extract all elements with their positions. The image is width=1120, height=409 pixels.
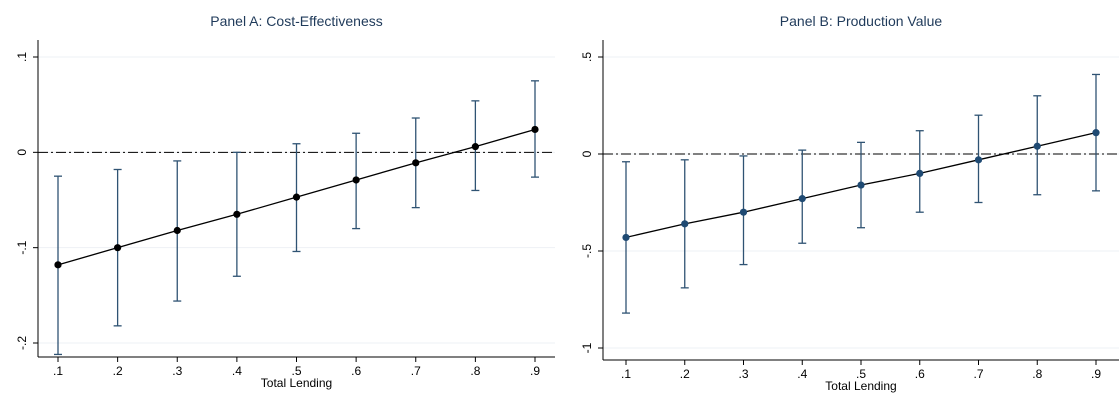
panel-a-data-point <box>54 261 62 269</box>
panel-a-y-tick-label: 0 <box>15 149 29 156</box>
panel-a-x-tick-label: .3 <box>172 364 182 378</box>
panel-b-chart: -1 -.5 0 .5 .1 .2 .3 .4 .5 .6 .7 .8 .9 Total Lending P… <box>580 13 1119 393</box>
panel-b-x-tick-label: .7 <box>973 367 983 381</box>
panel-a-data-point <box>352 176 360 184</box>
panel-a-data-point <box>471 143 479 151</box>
panel-a: -.2 -.1 0 .1 .1 .2 .3 .4 .5 .6 .7 .8 .9 Total Lending… <box>15 13 555 390</box>
panel-b-data-point <box>974 156 983 164</box>
panel-b-y-tick-label: 0 <box>580 150 594 157</box>
panel-a-title: Panel A: Cost-Effectiveness <box>210 13 383 29</box>
panel-b-x-tick-label: .3 <box>738 367 748 381</box>
panel-b-data-point <box>798 195 806 203</box>
panel-b-data-point <box>739 208 748 216</box>
panel-a-y-tick-label: .1 <box>15 52 29 62</box>
panel-a-data-point <box>173 226 181 235</box>
panel-b-x-tick-label: .1 <box>621 367 631 381</box>
panel-b-x-tick-label: .2 <box>680 367 690 381</box>
panel-a-x-tick-label: .2 <box>113 364 123 378</box>
panel-b-x-tick-label: .8 <box>1032 367 1042 381</box>
panel-b-title: Panel B: Production Value <box>780 13 943 29</box>
panel-a-data-point <box>114 244 122 252</box>
panel-a-x-tick-label: .6 <box>351 364 361 378</box>
panel-a-data-point <box>233 210 241 218</box>
panel-b-data-point <box>1033 142 1041 150</box>
panel-a-x-tick-label: .4 <box>232 364 242 378</box>
panel-b-y-tick-label: .5 <box>580 52 594 62</box>
panel-b: -1 -.5 0 .5 .1 .2 .3 .4 .5 .6 .7 .8 .9 Total Lending P… <box>563 0 1120 409</box>
panel-a-x-axis-label: Total Lending <box>261 376 332 390</box>
panel-b-data-point <box>681 220 689 228</box>
panel-b-x-tick-label: .4 <box>797 367 807 381</box>
panel-b-data-point <box>916 169 924 177</box>
panel-a-x-tick-label: .1 <box>53 364 63 378</box>
panel-b-x-tick-label: .9 <box>1091 367 1101 381</box>
panel-b-y-tick-label: -.5 <box>580 244 594 258</box>
panel-a-y-tick-label: -.2 <box>15 336 29 350</box>
panel-b-x-axis-label: Total Lending <box>825 379 896 393</box>
panel-b-x-tick-label: .6 <box>915 367 925 381</box>
panel-a-x-tick-label: .7 <box>411 364 421 378</box>
panel-a-data-point <box>292 193 301 201</box>
panel-b-x-tick-label: .5 <box>856 367 866 381</box>
panel-b-data-point <box>857 181 865 189</box>
panel-a-chart: -.2 -.1 0 .1 .1 .2 .3 .4 .5 .6 .7 .8 .9 Total Lending… <box>15 13 555 390</box>
panel-b-data-point <box>1092 129 1100 137</box>
panel-b-y-tick-label: -1 <box>580 342 594 353</box>
panel-a-y-tick-label: -.1 <box>15 240 29 254</box>
panel-a-x-tick-label: .5 <box>291 364 301 378</box>
panel-a-data-point <box>412 159 420 167</box>
panel-a-x-tick-label: .8 <box>470 364 480 378</box>
panel-a-x-tick-label: .9 <box>530 364 540 378</box>
panel-a-data-point <box>531 125 539 134</box>
panel-b-data-point <box>622 233 630 242</box>
